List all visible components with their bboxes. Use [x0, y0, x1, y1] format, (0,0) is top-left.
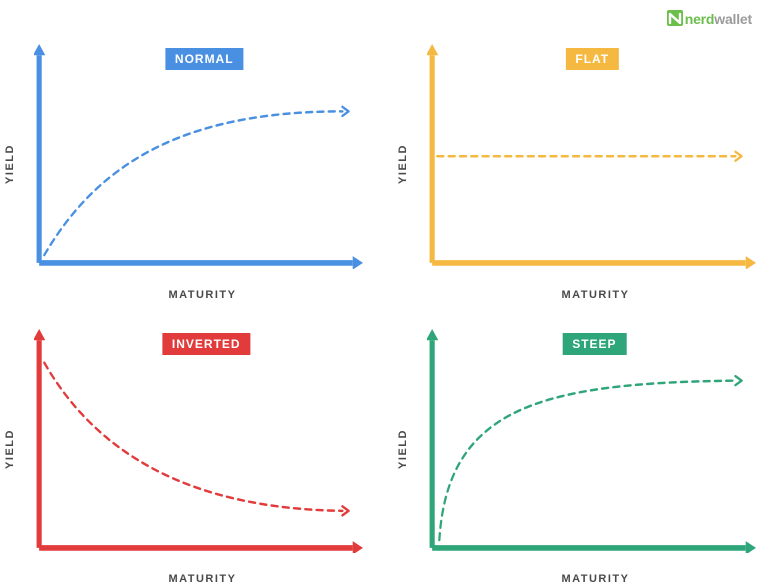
ylabel: YIELD	[397, 144, 409, 184]
xlabel: MATURITY	[561, 289, 629, 301]
xlabel: MATURITY	[561, 573, 629, 585]
brand-logo: nerdwallet	[667, 10, 752, 27]
xlabel: MATURITY	[168, 289, 236, 301]
yield-curve	[439, 380, 735, 539]
yield-curve	[44, 362, 342, 510]
chart-svg	[427, 329, 756, 554]
xlabel: MATURITY	[168, 573, 236, 585]
ylabel: YIELD	[397, 429, 409, 469]
panel-flat: FLATYIELDMATURITY	[407, 44, 756, 285]
yield-curve	[44, 111, 342, 255]
chart-svg	[427, 44, 756, 269]
panel-inverted: INVERTEDYIELDMATURITY	[14, 329, 363, 570]
panel-normal: NORMALYIELDMATURITY	[14, 44, 363, 285]
brand-text-a: nerd	[685, 11, 715, 27]
chart-svg	[34, 44, 363, 269]
panel-steep: STEEPYIELDMATURITY	[407, 329, 756, 570]
brand-mark-icon	[667, 10, 683, 26]
chart-svg	[34, 329, 363, 554]
ylabel: YIELD	[4, 144, 16, 184]
ylabel: YIELD	[4, 429, 16, 469]
brand-text-b: wallet	[714, 11, 752, 27]
chart-grid: NORMALYIELDMATURITYFLATYIELDMATURITYINVE…	[14, 44, 756, 569]
